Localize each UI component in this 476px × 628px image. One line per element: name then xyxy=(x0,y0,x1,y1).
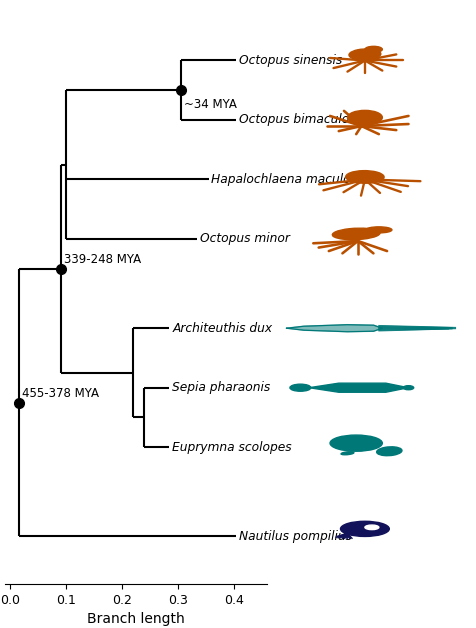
Ellipse shape xyxy=(289,384,310,391)
Text: Sepia pharaonis: Sepia pharaonis xyxy=(172,381,270,394)
Text: ~34 MYA: ~34 MYA xyxy=(184,98,236,111)
Polygon shape xyxy=(286,325,382,332)
Ellipse shape xyxy=(332,228,379,240)
Text: 339-248 MYA: 339-248 MYA xyxy=(64,252,141,266)
Ellipse shape xyxy=(376,447,401,456)
Ellipse shape xyxy=(348,49,380,60)
Text: Architeuthis dux: Architeuthis dux xyxy=(172,322,272,335)
Ellipse shape xyxy=(402,386,413,390)
Text: Euprymna scolopes: Euprymna scolopes xyxy=(172,441,291,453)
Ellipse shape xyxy=(345,171,383,183)
Ellipse shape xyxy=(347,111,382,124)
Ellipse shape xyxy=(364,46,382,52)
Text: Octopus bimaculoides: Octopus bimaculoides xyxy=(238,114,374,126)
Text: Hapalochlaena maculosa: Hapalochlaena maculosa xyxy=(211,173,364,186)
Text: 455-378 MYA: 455-378 MYA xyxy=(22,387,99,399)
Ellipse shape xyxy=(340,521,388,536)
Text: Nautilus pompilius: Nautilus pompilius xyxy=(238,530,351,543)
Ellipse shape xyxy=(364,525,378,529)
Text: Octopus sinensis: Octopus sinensis xyxy=(238,54,342,67)
X-axis label: Branch length: Branch length xyxy=(87,612,184,626)
Ellipse shape xyxy=(340,452,353,455)
Polygon shape xyxy=(308,383,402,392)
Text: Octopus minor: Octopus minor xyxy=(200,232,289,246)
Ellipse shape xyxy=(365,227,391,233)
Ellipse shape xyxy=(329,435,382,452)
